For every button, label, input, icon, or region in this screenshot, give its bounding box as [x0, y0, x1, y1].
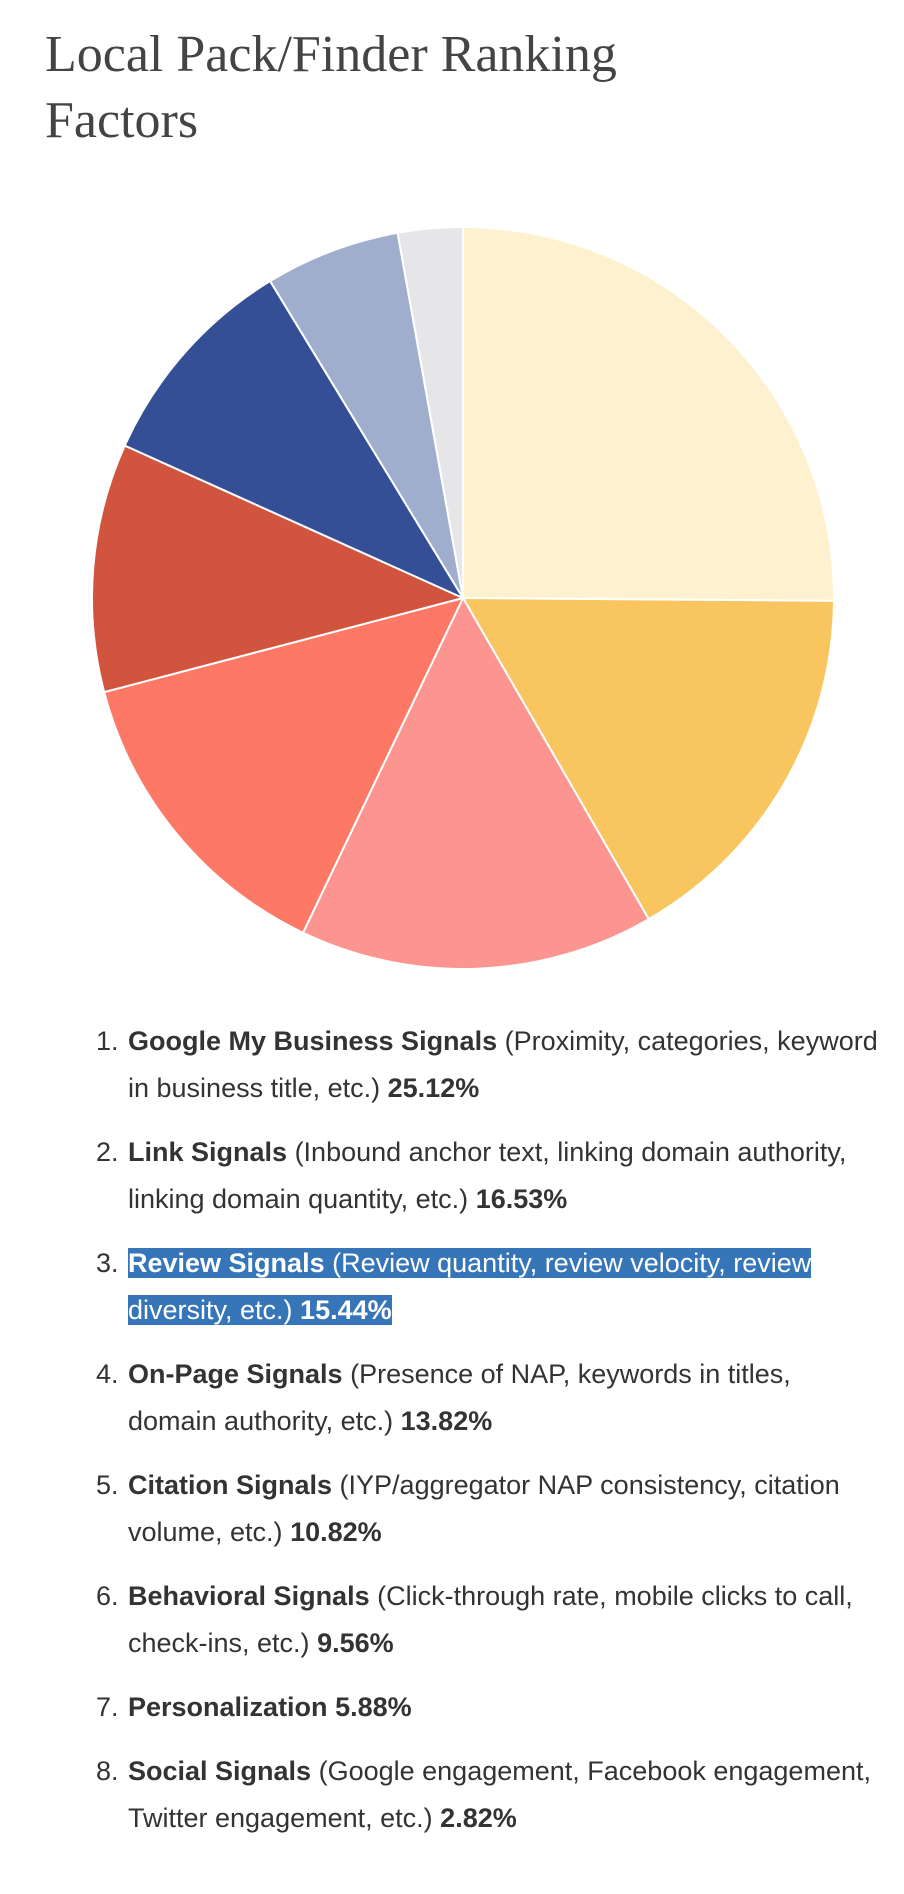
factor-name: Behavioral Signals	[128, 1581, 370, 1611]
factor-value: 5.88%	[335, 1692, 412, 1722]
factor-name: Google My Business Signals	[128, 1026, 498, 1056]
factor-name: Personalization	[128, 1692, 328, 1722]
factor-value: 9.56%	[317, 1628, 394, 1658]
factor-description: (Presence of NAP, keywords in titles, do…	[128, 1359, 791, 1436]
pie-slice	[396, 225, 464, 599]
pie-chart	[91, 225, 835, 970]
factor-description: (Click-through rate, mobile clicks to ca…	[128, 1581, 853, 1658]
factor-item: Social Signals (Google engagement, Faceb…	[126, 1748, 880, 1842]
factor-item: Personalization 5.88%	[126, 1684, 880, 1731]
factor-description: (Review quantity, review velocity, revie…	[128, 1248, 812, 1325]
factor-value: 15.44%	[300, 1295, 392, 1325]
factor-list: Google My Business Signals (Proximity, c…	[0, 1018, 880, 1859]
factor-value: 16.53%	[475, 1184, 568, 1214]
factor-item: On-Page Signals (Presence of NAP, keywor…	[126, 1351, 880, 1445]
factor-item: Citation Signals (IYP/aggregator NAP con…	[126, 1462, 880, 1556]
factor-text: Personalization 5.88%	[128, 1692, 412, 1722]
factor-item: Link Signals (Inbound anchor text, linki…	[126, 1129, 880, 1223]
pie-slice	[301, 595, 651, 970]
factor-description: (Proximity, categories, keyword in busin…	[128, 1026, 878, 1103]
factor-value: 2.82%	[440, 1803, 517, 1833]
factor-text: Social Signals (Google engagement, Faceb…	[128, 1756, 871, 1833]
pie-slice	[461, 596, 835, 921]
factor-item: Review Signals (Review quantity, review …	[126, 1240, 880, 1334]
factor-text: On-Page Signals (Presence of NAP, keywor…	[128, 1359, 791, 1436]
factor-value: 25.12%	[387, 1073, 480, 1103]
factor-description: (Inbound anchor text, linking domain aut…	[128, 1137, 847, 1214]
factor-item: Google My Business Signals (Proximity, c…	[126, 1018, 880, 1112]
pie-slice	[91, 444, 466, 694]
pie-slice	[268, 231, 464, 599]
title: Local Pack/Finder Ranking Factors	[45, 26, 617, 149]
factor-text: Link Signals (Inbound anchor text, linki…	[128, 1137, 846, 1214]
factor-name: Review Signals	[128, 1248, 325, 1278]
pie-slice	[462, 225, 835, 602]
pie-slice	[123, 279, 466, 601]
factor-name: Link Signals	[128, 1137, 288, 1167]
factor-item: Behavioral Signals (Click-through rate, …	[126, 1573, 880, 1667]
factor-name: Social Signals	[128, 1756, 312, 1786]
factor-text: Review Signals (Review quantity, review …	[128, 1248, 812, 1325]
factor-text: Citation Signals (IYP/aggregator NAP con…	[128, 1470, 840, 1547]
factor-name: Citation Signals	[128, 1470, 333, 1500]
factor-description: (IYP/aggregator NAP consistency, citatio…	[128, 1470, 840, 1547]
factor-text: Google My Business Signals (Proximity, c…	[128, 1026, 878, 1103]
factor-name: On-Page Signals	[128, 1359, 343, 1389]
factor-value: 10.82%	[290, 1517, 382, 1547]
pie-slice	[102, 596, 465, 935]
factor-text: Behavioral Signals (Click-through rate, …	[128, 1581, 853, 1658]
factor-description: (Google engagement, Facebook engagement,…	[128, 1756, 871, 1833]
factor-value: 13.82%	[400, 1406, 493, 1436]
